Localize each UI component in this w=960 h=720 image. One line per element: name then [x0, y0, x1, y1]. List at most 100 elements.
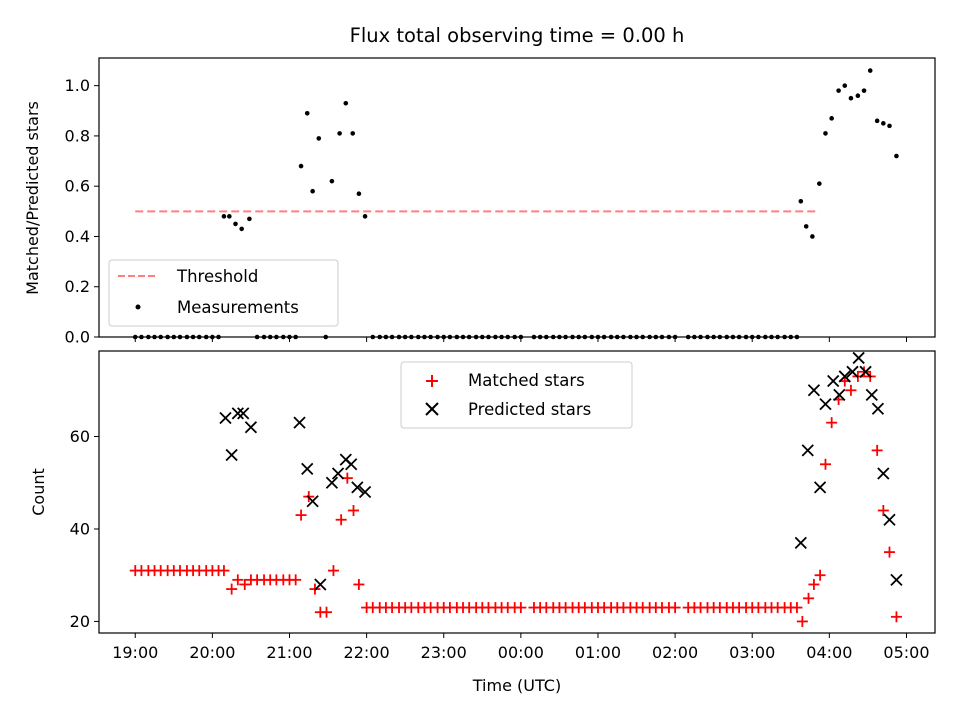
- top-y-tick-label: 0.4: [65, 227, 90, 246]
- bottom-x-tick-label: 21:00: [266, 643, 312, 662]
- bottom-y-axis: 20 40 60: [70, 427, 99, 631]
- predicted-star-point: [890, 573, 903, 586]
- matched-star-point: [290, 574, 302, 586]
- bottom-x-tick-label: 01:00: [575, 643, 621, 662]
- measurement-point: [356, 191, 362, 197]
- predicted-star-point: [351, 481, 364, 494]
- predicted-star-point: [325, 476, 339, 489]
- measurement-point: [239, 226, 244, 232]
- measurement-point: [867, 68, 873, 73]
- matched-star-point: [803, 592, 815, 604]
- measurement-point: [227, 214, 232, 219]
- bottom-x-axis: 19:00 20:00 21:00 22:00 23:00 00:00 01:00 02:00…: [112, 633, 930, 662]
- measurement-point: [894, 153, 899, 159]
- measurement-point: [247, 216, 252, 222]
- top-y-tick-label: 0.6: [65, 177, 90, 196]
- predicted-star-point: [819, 398, 832, 411]
- matched-star-point: [845, 384, 857, 396]
- measurement-point: [881, 121, 886, 126]
- predicted-star-point: [219, 411, 232, 425]
- measurement-point: [887, 123, 892, 129]
- predicted-star-point: [827, 374, 840, 388]
- matched-star-point: [808, 578, 820, 590]
- measurement-point: [855, 93, 861, 99]
- bottom-x-tick-label: 19:00: [112, 643, 158, 662]
- measurement-point: [316, 136, 322, 141]
- bottom-x-tick-label: 20:00: [189, 643, 235, 662]
- predicted-star-point: [807, 384, 821, 397]
- matched-star-point: [883, 546, 895, 558]
- measurement-point: [329, 178, 335, 184]
- measurement-point: [233, 221, 238, 227]
- predicted-star-point: [358, 485, 372, 499]
- bottom-x-tick-label: 05:00: [883, 643, 929, 662]
- predicted-star-point: [231, 407, 244, 420]
- legend-predicted-swatch: [425, 402, 439, 416]
- predicted-star-point: [859, 365, 872, 378]
- predicted-star-point: [345, 458, 358, 471]
- predicted-star-point: [237, 407, 250, 420]
- measurement-point: [803, 224, 809, 229]
- matched-star-point: [796, 615, 808, 627]
- matched-star-point: [871, 444, 883, 456]
- predicted-star-point: [301, 462, 314, 476]
- bottom-panel: 20 40 60 19:00 20:00 21:00 22:00 23:00 00:00 01:…: [29, 350, 936, 695]
- matched-star-point: [353, 578, 365, 590]
- matched-star-point: [226, 583, 238, 595]
- predicted-star-point: [314, 578, 327, 591]
- measurement-point: [310, 188, 315, 194]
- measurement-point: [810, 234, 815, 239]
- predicted-star-point: [801, 444, 814, 457]
- top-y-tick-label: 0.0: [65, 328, 90, 347]
- predicted-star-point: [838, 370, 851, 383]
- measurement-point: [848, 95, 854, 101]
- top-legend: Threshold Measurements: [108, 259, 339, 327]
- predicted-star-point: [852, 351, 865, 365]
- bottom-y-tick-label: 40: [70, 519, 90, 538]
- legend-matched-swatch: [426, 375, 438, 387]
- measurement-point: [350, 131, 356, 136]
- predicted-star-point: [244, 421, 258, 434]
- matched-star-point: [218, 565, 230, 577]
- predicted-star-point: [225, 448, 238, 462]
- matched-star-point: [669, 602, 681, 614]
- matched-star-point: [826, 417, 838, 429]
- bottom-x-tick-label: 02:00: [652, 643, 698, 662]
- measurement-point: [337, 131, 342, 136]
- top-panel-frame: [98, 57, 936, 338]
- measurement-point: [842, 83, 848, 88]
- matched-star-point: [814, 569, 826, 581]
- predicted-star-point: [813, 481, 827, 494]
- bottom-y-tick-label: 60: [70, 427, 90, 446]
- bottom-x-axis-label: Time (UTC): [472, 676, 561, 695]
- measurement-point: [221, 214, 227, 219]
- bottom-panel-frame: [98, 350, 936, 634]
- top-y-axis-label: Matched/Predicted stars: [23, 101, 42, 295]
- measurement-point: [874, 118, 880, 124]
- matched-star-point: [321, 606, 333, 618]
- bottom-legend: Matched stars Predicted stars: [400, 361, 633, 429]
- matched-star-point: [877, 504, 889, 516]
- legend-matched-label: Matched stars: [468, 371, 585, 390]
- measurement-point: [829, 116, 834, 121]
- bottom-x-tick-label: 00:00: [498, 643, 544, 662]
- matched-star-point: [819, 458, 831, 470]
- matched-star-point: [327, 565, 339, 577]
- bottom-y-tick-label: 20: [70, 612, 90, 631]
- bottom-x-tick-label: 23:00: [421, 643, 467, 662]
- top-y-axis: 0.0 0.2 0.4 0.6 0.8 1.0: [65, 76, 99, 347]
- measurement-point: [343, 100, 349, 106]
- legend-measurements-swatch: [135, 304, 141, 310]
- predicted-star-point: [877, 467, 890, 480]
- top-panel: Flux total observing time = 0.00 h 0.00.…: [23, 24, 936, 347]
- matched-star-point: [239, 578, 251, 590]
- top-x-axis: [134, 337, 907, 342]
- measurement-point: [798, 198, 804, 204]
- bottom-legend-box: [400, 361, 633, 429]
- bottom-x-tick-label: 03:00: [729, 643, 775, 662]
- top-legend-box: [108, 259, 339, 327]
- top-y-tick-label: 1.0: [65, 76, 90, 95]
- predicted-star-point: [833, 388, 846, 402]
- matched-star-point: [890, 611, 902, 623]
